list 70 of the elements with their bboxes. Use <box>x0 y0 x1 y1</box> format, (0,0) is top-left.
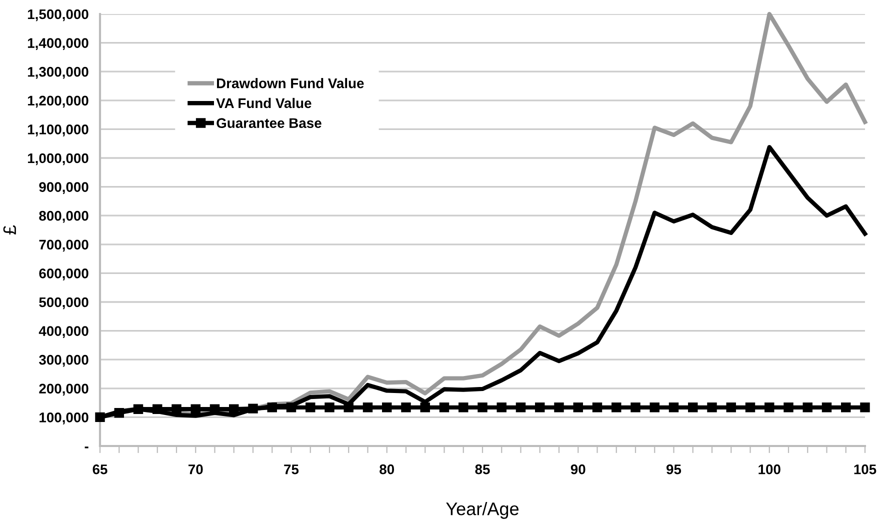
point <box>802 402 812 412</box>
point <box>362 402 373 412</box>
point <box>630 402 640 412</box>
legend-label: Drawdown Fund Value <box>217 78 364 88</box>
x-tick-label: 95 <box>666 464 682 474</box>
y-tick-label: 800,000 <box>39 210 88 223</box>
point <box>114 408 124 418</box>
point <box>688 402 698 412</box>
x-axis-title: Year/Age <box>446 502 519 519</box>
point <box>784 402 794 412</box>
point <box>248 404 258 414</box>
point <box>535 402 545 412</box>
y-tick-label: 200,000 <box>39 384 88 396</box>
point <box>190 404 200 414</box>
point <box>650 402 660 412</box>
point <box>401 402 411 412</box>
point <box>172 404 182 414</box>
point <box>344 402 354 412</box>
y-tick-label: 1,000,000 <box>28 153 88 166</box>
point <box>573 402 583 412</box>
legend-label: VA Fund Value <box>216 98 312 108</box>
point <box>133 404 144 414</box>
point <box>764 402 774 412</box>
point <box>229 404 239 414</box>
point <box>306 402 316 412</box>
y-tick-label: 700,000 <box>39 240 88 252</box>
x-tick-label: 65 <box>92 464 108 474</box>
x-tick-label: 70 <box>188 464 203 474</box>
legend-label: Guarantee Base <box>216 118 322 128</box>
point <box>382 402 392 412</box>
x-tick-label: 100 <box>758 464 780 474</box>
point <box>554 402 564 412</box>
point <box>516 402 526 412</box>
y-tick-label: 500,000 <box>39 297 88 310</box>
y-tick-label: 1,400,000 <box>28 38 88 50</box>
y-tick-label: 600,000 <box>39 268 88 280</box>
x-tick-label: 80 <box>380 464 394 474</box>
point <box>324 402 334 412</box>
y-tick-label: 900,000 <box>39 182 88 194</box>
point <box>420 402 430 412</box>
point <box>496 402 506 412</box>
x-tick-label: 85 <box>475 464 490 474</box>
point <box>478 402 488 412</box>
point <box>439 402 450 412</box>
y-tick-label: - <box>84 446 88 448</box>
point <box>707 402 717 412</box>
point <box>822 402 832 412</box>
y-tick-label: 1,200,000 <box>28 96 88 108</box>
y-axis-title: £ <box>3 225 16 235</box>
point <box>726 402 736 412</box>
y-tick-label: 1,100,000 <box>28 124 88 136</box>
point <box>612 402 622 412</box>
point <box>860 402 870 412</box>
y-tick-label: 1,500,000 <box>28 9 88 22</box>
point <box>745 402 756 412</box>
y-tick-label: 400,000 <box>38 326 88 338</box>
point <box>668 402 679 412</box>
y-tick-label: 300,000 <box>39 354 88 367</box>
point <box>458 402 468 412</box>
point <box>267 402 277 412</box>
point <box>841 402 851 412</box>
x-tick-label: 75 <box>284 464 299 474</box>
point <box>286 402 296 412</box>
x-tick-label: 90 <box>570 464 586 474</box>
y-tick-label: 100,000 <box>40 412 88 424</box>
y-tick-label: 1,300,000 <box>28 66 88 79</box>
x-tick-label: 105 <box>854 464 876 474</box>
point <box>152 404 162 414</box>
point <box>95 412 105 422</box>
point <box>592 402 602 412</box>
